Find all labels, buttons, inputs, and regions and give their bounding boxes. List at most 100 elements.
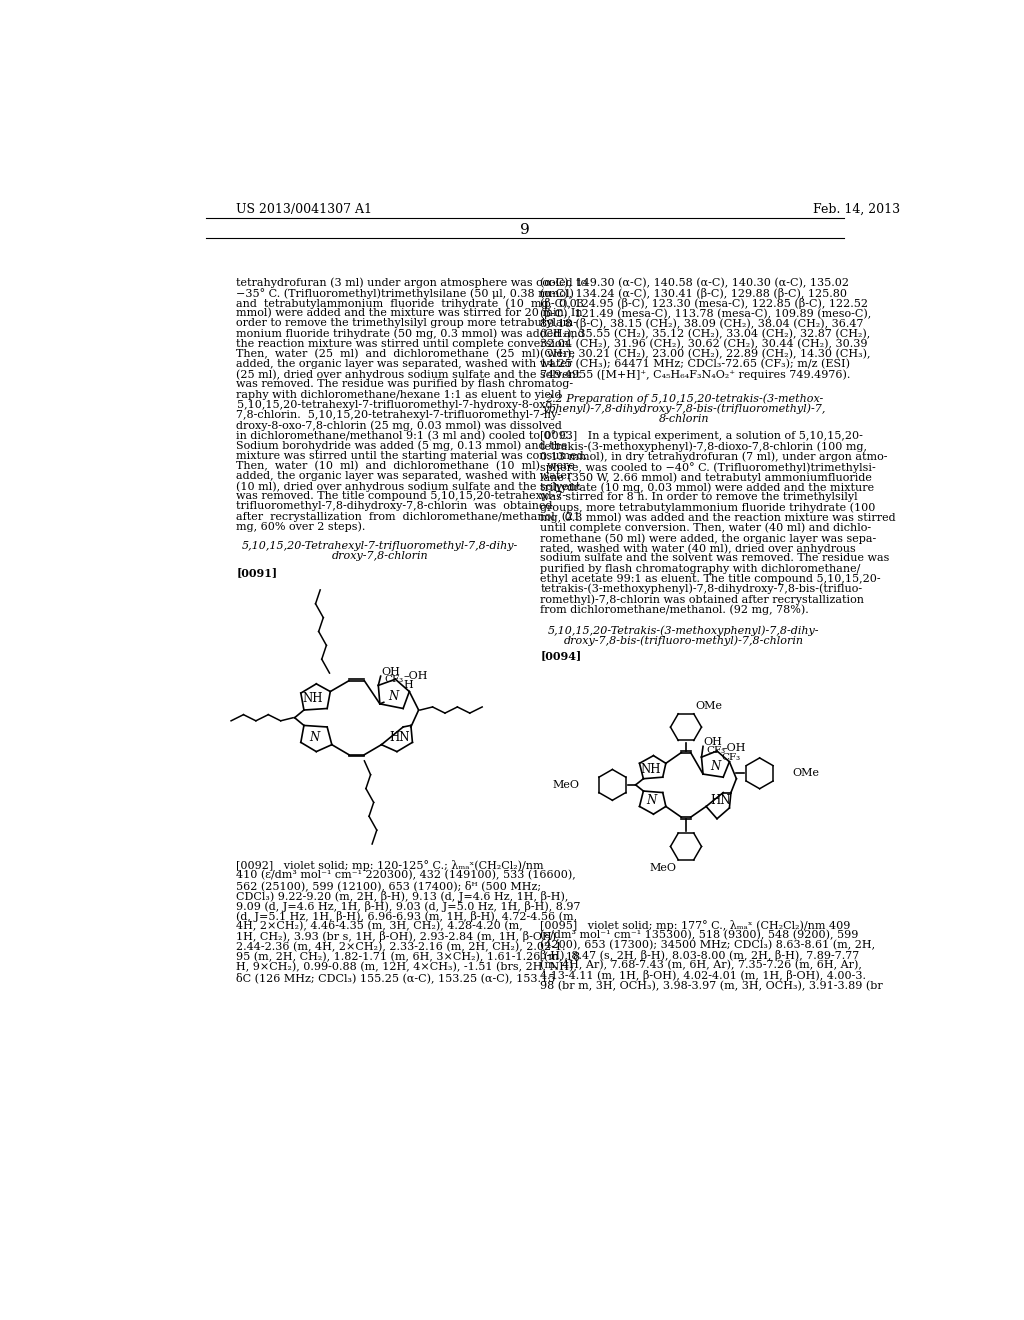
Text: CF₃: CF₃: [722, 752, 740, 762]
Text: OMe: OMe: [695, 701, 722, 710]
Text: CF₃: CF₃: [385, 675, 403, 684]
Text: sphere, was cooled to −40° C. (Trifluoromethyl)trimethylsi-: sphere, was cooled to −40° C. (Trifluoro…: [541, 462, 877, 473]
Text: β-H), 8.47 (s, 2H, β-H), 8.03-8.00 (m, 2H, β-H), 7.89-7.77: β-H), 8.47 (s, 2H, β-H), 8.03-8.00 (m, 2…: [541, 950, 859, 961]
Text: OMe: OMe: [793, 768, 819, 779]
Text: CDCl₃) 9.22-9.20 (m, 2H, β-H), 9.13 (d, J=4.6 Hz, 1H, β-H),: CDCl₃) 9.22-9.20 (m, 2H, β-H), 9.13 (d, …: [237, 891, 569, 902]
Text: –OH: –OH: [722, 743, 746, 752]
Text: was stirred for 8 h. In order to remove the trimethylsilyl: was stirred for 8 h. In order to remove …: [541, 492, 858, 503]
Text: raphy with dichloromethane/hexane 1:1 as eluent to yield: raphy with dichloromethane/hexane 1:1 as…: [237, 389, 562, 400]
Text: mixture was stirred until the starting material was consumed.: mixture was stirred until the starting m…: [237, 450, 588, 461]
Text: 89.18 (β-C), 38.15 (CH₂), 38.09 (CH₂), 38.04 (CH₂), 36.47: 89.18 (β-C), 38.15 (CH₂), 38.09 (CH₂), 3…: [541, 318, 864, 330]
Text: 7,8-chlorin.  5,10,15,20-tetrahexyl-7-trifluoromethyl-7-hy-: 7,8-chlorin. 5,10,15,20-tetrahexyl-7-tri…: [237, 411, 561, 420]
Text: 9.09 (d, J=4.6 Hz, 1H, β-H), 9.03 (d, J=5.0 Hz, 1H, β-H), 8.97: 9.09 (d, J=4.6 Hz, 1H, β-H), 9.03 (d, J=…: [237, 900, 581, 912]
Text: 4.13-4.11 (m, 1H, β-OH), 4.02-4.01 (m, 1H, β-OH), 4.00-3.: 4.13-4.11 (m, 1H, β-OH), 4.02-4.01 (m, 1…: [541, 970, 866, 982]
Text: 4H, 2×CH₂), 4.46-4.35 (m, 3H, CH₂), 4.28-4.20 (m,: 4H, 2×CH₂), 4.46-4.35 (m, 3H, CH₂), 4.28…: [237, 921, 523, 932]
Text: H, 9×CH₂), 0.99-0.88 (m, 12H, 4×CH₃), -1.51 (brs, 2H, NH),: H, 9×CH₂), 0.99-0.88 (m, 12H, 4×CH₃), -1…: [237, 962, 578, 972]
Text: 32.04 (CH₂), 31.96 (CH₂), 30.62 (CH₂), 30.44 (CH₂), 30.39: 32.04 (CH₂), 31.96 (CH₂), 30.62 (CH₂), 3…: [541, 339, 867, 348]
Text: Then,  water  (25  ml)  and  dichloromethane  (25  ml)  were: Then, water (25 ml) and dichloromethane …: [237, 348, 575, 359]
Text: yphenyl)-7,8-dihydroxy-7,8-bis-(trifluoromethyl)-7,: yphenyl)-7,8-dihydroxy-7,8-bis-(trifluor…: [542, 404, 825, 414]
Text: (β-C), 121.49 (mesa-C), 113.78 (mesa-C), 109.89 (meso-C),: (β-C), 121.49 (mesa-C), 113.78 (mesa-C),…: [541, 309, 871, 319]
Text: trihydrate (10 mg, 0.03 mmol) were added and the mixture: trihydrate (10 mg, 0.03 mmol) were added…: [541, 482, 874, 492]
Text: –OH: –OH: [403, 671, 428, 681]
Text: N: N: [309, 731, 319, 744]
Text: was removed. The title compound 5,10,15,20-tetrahexyl-7-: was removed. The title compound 5,10,15,…: [237, 491, 566, 502]
Text: purified by flash chromatography with dichloromethane/: purified by flash chromatography with di…: [541, 564, 861, 574]
Text: added, the organic layer was separated, washed with water: added, the organic layer was separated, …: [237, 471, 572, 480]
Text: [0092]   violet solid; mp: 120-125° C.; λₘₐˣ(CH₂Cl₂)/nm: [0092] violet solid; mp: 120-125° C.; λₘ…: [237, 861, 544, 871]
Text: monium fluoride trihydrate (50 mg, 0.3 mmol) was added and: monium fluoride trihydrate (50 mg, 0.3 m…: [237, 329, 585, 339]
Text: 5,10,15,20-tetrahexyl-7-trifluoromethyl-7-hydroxy-8-oxo-: 5,10,15,20-tetrahexyl-7-trifluoromethyl-…: [237, 400, 555, 409]
Text: 410 (ε/dm³ mol⁻¹ cm⁻¹ 220300), 432 (149100), 533 (16600),: 410 (ε/dm³ mol⁻¹ cm⁻¹ 220300), 432 (1491…: [237, 870, 577, 880]
Text: N: N: [646, 793, 656, 807]
Text: tetrakis-(3-methoxyphenyl)-7,8-dioxo-7,8-chlorin (100 mg,: tetrakis-(3-methoxyphenyl)-7,8-dioxo-7,8…: [541, 442, 867, 453]
Text: (ε/dm³ mol⁻¹ cm⁻¹ 135300), 518 (9300), 548 (9200), 599: (ε/dm³ mol⁻¹ cm⁻¹ 135300), 518 (9300), 5…: [541, 929, 859, 940]
Text: groups, more tetrabutylammonium fluoride trihydrate (100: groups, more tetrabutylammonium fluoride…: [541, 503, 876, 513]
Text: mg, 60% over 2 steps).: mg, 60% over 2 steps).: [237, 521, 366, 532]
Text: sodium sulfate and the solvent was removed. The residue was: sodium sulfate and the solvent was remov…: [541, 553, 890, 564]
Text: the reaction mixture was stirred until complete conversion.: the reaction mixture was stirred until c…: [237, 339, 572, 348]
Text: (25 ml), dried over anhydrous sodium sulfate and the solvent: (25 ml), dried over anhydrous sodium sul…: [237, 370, 581, 380]
Text: 98 (br m, 3H, OCH₃), 3.98-3.97 (m, 3H, OCH₃), 3.91-3.89 (br: 98 (br m, 3H, OCH₃), 3.98-3.97 (m, 3H, O…: [541, 981, 883, 991]
Text: OH: OH: [703, 737, 722, 747]
Text: OH: OH: [381, 667, 400, 677]
Text: 9: 9: [520, 223, 529, 238]
Text: US 2013/0041307 A1: US 2013/0041307 A1: [237, 203, 373, 216]
Text: [0095]   violet solid; mp: 177° C., λₘₐˣ (CH₂Cl₂)/nm 409: [0095] violet solid; mp: 177° C., λₘₐˣ (…: [541, 920, 851, 931]
Text: MeO: MeO: [649, 863, 677, 873]
Text: (10 ml), dried over anhydrous sodium sulfate and the solvent: (10 ml), dried over anhydrous sodium sul…: [237, 480, 581, 491]
Text: trifluoromethyl-7,8-dihydroxy-7,8-chlorin  was  obtained: trifluoromethyl-7,8-dihydroxy-7,8-chlori…: [237, 502, 553, 511]
Text: 8-chlorin: 8-chlorin: [658, 413, 709, 424]
Text: droxy-7,8-chlorin: droxy-7,8-chlorin: [332, 552, 428, 561]
Text: Feb. 14, 2013: Feb. 14, 2013: [813, 203, 900, 216]
Text: (β-C), 124.95 (β-C), 123.30 (mesa-C), 122.85 (β-C), 122.52: (β-C), 124.95 (β-C), 123.30 (mesa-C), 12…: [541, 298, 868, 309]
Text: N: N: [389, 689, 399, 702]
Text: [0091]: [0091]: [237, 568, 278, 578]
Text: (4200), 653 (17300); 34500 MHz; CDCl₃) 8.63-8.61 (m, 2H,: (4200), 653 (17300); 34500 MHz; CDCl₃) 8…: [541, 940, 876, 950]
Text: (CH₂), 30.21 (CH₂), 23.00 (CH₂), 22.89 (CH₂), 14.30 (CH₃),: (CH₂), 30.21 (CH₂), 23.00 (CH₂), 22.89 (…: [541, 348, 870, 359]
Text: (m, 4H, Ar), 7.68-7.43 (m, 6H, Ar), 7.35-7.26 (m, 6H, Ar),: (m, 4H, Ar), 7.68-7.43 (m, 6H, Ar), 7.35…: [541, 960, 862, 970]
Text: until complete conversion. Then, water (40 ml) and dichlo-: until complete conversion. Then, water (…: [541, 523, 871, 533]
Text: [0093]   In a typical experiment, a solution of 5,10,15,20-: [0093] In a typical experiment, a soluti…: [541, 432, 863, 441]
Text: 5,10,15,20-Tetrakis-(3-methoxyphenyl)-7,8-dihy-: 5,10,15,20-Tetrakis-(3-methoxyphenyl)-7,…: [548, 626, 819, 636]
Text: ethyl acetate 99:1 as eluent. The title compound 5,10,15,20-: ethyl acetate 99:1 as eluent. The title …: [541, 574, 881, 583]
Text: and  tetrabutylammonium  fluoride  trihydrate  (10  mg,  0.03: and tetrabutylammonium fluoride trihydra…: [237, 298, 585, 309]
Text: 1H, CH₂), 3.93 (br s, 1H, β-OH), 2.93-2.84 (m, 1H, β-OH),: 1H, CH₂), 3.93 (br s, 1H, β-OH), 2.93-2.…: [237, 932, 560, 942]
Text: HN: HN: [711, 793, 731, 807]
Text: 2.2 Preparation of 5,10,15,20-tetrakis-(3-methox-: 2.2 Preparation of 5,10,15,20-tetrakis-(…: [545, 393, 823, 404]
Text: lane (350 W, 2.66 mmol) and tetrabutyl ammoniumfluoride: lane (350 W, 2.66 mmol) and tetrabutyl a…: [541, 473, 872, 483]
Text: tetrahydrofuran (3 ml) under argon atmosphere was cooled to: tetrahydrofuran (3 ml) under argon atmos…: [237, 277, 588, 288]
Text: after  recrystallization  from  dichloromethane/methanol  (21: after recrystallization from dichloromet…: [237, 512, 581, 523]
Text: [0094]: [0094]: [541, 651, 582, 661]
Text: droxy-7,8-bis-(trifluoro-methyl)-7,8-chlorin: droxy-7,8-bis-(trifluoro-methyl)-7,8-chl…: [563, 635, 804, 645]
Text: in dichloromethane/methanol 9:1 (3 ml and) cooled to 0° C.: in dichloromethane/methanol 9:1 (3 ml an…: [237, 430, 571, 441]
Text: 0.13 mmol), in dry tetrahydrofuran (7 ml), under argon atmo-: 0.13 mmol), in dry tetrahydrofuran (7 ml…: [541, 451, 888, 462]
Text: romethyl)-7,8-chlorin was obtained after recrystallization: romethyl)-7,8-chlorin was obtained after…: [541, 594, 864, 605]
Text: Then,  water  (10  ml)  and  dichloromethane  (10  ml)  were: Then, water (10 ml) and dichloromethane …: [237, 461, 575, 471]
Text: CF₃: CF₃: [707, 747, 725, 755]
Text: N: N: [711, 760, 721, 774]
Text: was removed. The residue was purified by flash chromatog-: was removed. The residue was purified by…: [237, 379, 573, 389]
Text: 2.44-2.36 (m, 4H, 2×CH₂), 2.33-2.16 (m, 2H, CH₂), 2.02-1.: 2.44-2.36 (m, 4H, 2×CH₂), 2.33-2.16 (m, …: [237, 941, 566, 952]
Text: NH: NH: [641, 763, 662, 776]
Text: (α-C), 134.24 (α-C), 130.41 (β-C), 129.88 (β-C), 125.80: (α-C), 134.24 (α-C), 130.41 (β-C), 129.8…: [541, 288, 847, 298]
Text: rated, washed with water (40 ml), dried over anhydrous: rated, washed with water (40 ml), dried …: [541, 544, 856, 554]
Text: (d, J=5.1 Hz, 1H, β-H), 6.96-6.93 (m, 1H, β-H), 4.72-4.56 (m,: (d, J=5.1 Hz, 1H, β-H), 6.96-6.93 (m, 1H…: [237, 911, 578, 921]
Text: HN: HN: [389, 731, 410, 744]
Text: MeO: MeO: [553, 780, 580, 789]
Text: 14.25 (CH₃); 64471 MHz; CDCl₃-72.65 (CF₃); m/z (ESI): 14.25 (CH₃); 64471 MHz; CDCl₃-72.65 (CF₃…: [541, 359, 850, 370]
Text: δC (126 MHz; CDCl₃) 155.25 (α-C), 153.25 (α-C), 153.15: δC (126 MHz; CDCl₃) 155.25 (α-C), 153.25…: [237, 972, 556, 983]
Text: from dichloromethane/methanol. (92 mg, 78%).: from dichloromethane/methanol. (92 mg, 7…: [541, 605, 809, 615]
Text: NH: NH: [302, 692, 323, 705]
Text: order to remove the trimethylsilyl group more tetrabutylam-: order to remove the trimethylsilyl group…: [237, 318, 578, 329]
Text: 562 (25100), 599 (12100), 653 (17400); δᴴ (500 MHz;: 562 (25100), 599 (12100), 653 (17400); δ…: [237, 880, 542, 891]
Text: 95 (m, 2H, CH₂), 1.82-1.71 (m, 6H, 3×CH₂), 1.61-1.26 (m, 18: 95 (m, 2H, CH₂), 1.82-1.71 (m, 6H, 3×CH₂…: [237, 952, 581, 962]
Text: (α-C), 149.30 (α-C), 140.58 (α-C), 140.30 (α-C), 135.02: (α-C), 149.30 (α-C), 140.58 (α-C), 140.3…: [541, 277, 849, 288]
Text: 749.4955 ([M+H]⁺, C₄₅H₆₄F₃N₄O₂⁺ requires 749.4976).: 749.4955 ([M+H]⁺, C₄₅H₆₄F₃N₄O₂⁺ requires…: [541, 370, 851, 380]
Text: added, the organic layer was separated, washed with water: added, the organic layer was separated, …: [237, 359, 572, 370]
Text: Sodium borohydride was added (5 mg, 0.13 mmol) and the: Sodium borohydride was added (5 mg, 0.13…: [237, 441, 568, 451]
Text: (CH₂), 35.55 (CH₂), 35.12 (CH₂), 33.04 (CH₂), 32.87 (CH₂),: (CH₂), 35.55 (CH₂), 35.12 (CH₂), 33.04 (…: [541, 329, 870, 339]
Text: mmol) were added and the mixture was stirred for 20 min. In: mmol) were added and the mixture was sti…: [237, 309, 583, 318]
Text: −35° C. (Trifluoromethyl)trimethylsilane (50 μl, 0.38 mmol): −35° C. (Trifluoromethyl)trimethylsilane…: [237, 288, 574, 298]
Text: romethane (50 ml) were added, the organic layer was sepa-: romethane (50 ml) were added, the organi…: [541, 533, 877, 544]
Text: tetrakis-(3-methoxyphenyl)-7,8-dihydroxy-7,8-bis-(trifluo-: tetrakis-(3-methoxyphenyl)-7,8-dihydroxy…: [541, 583, 862, 594]
